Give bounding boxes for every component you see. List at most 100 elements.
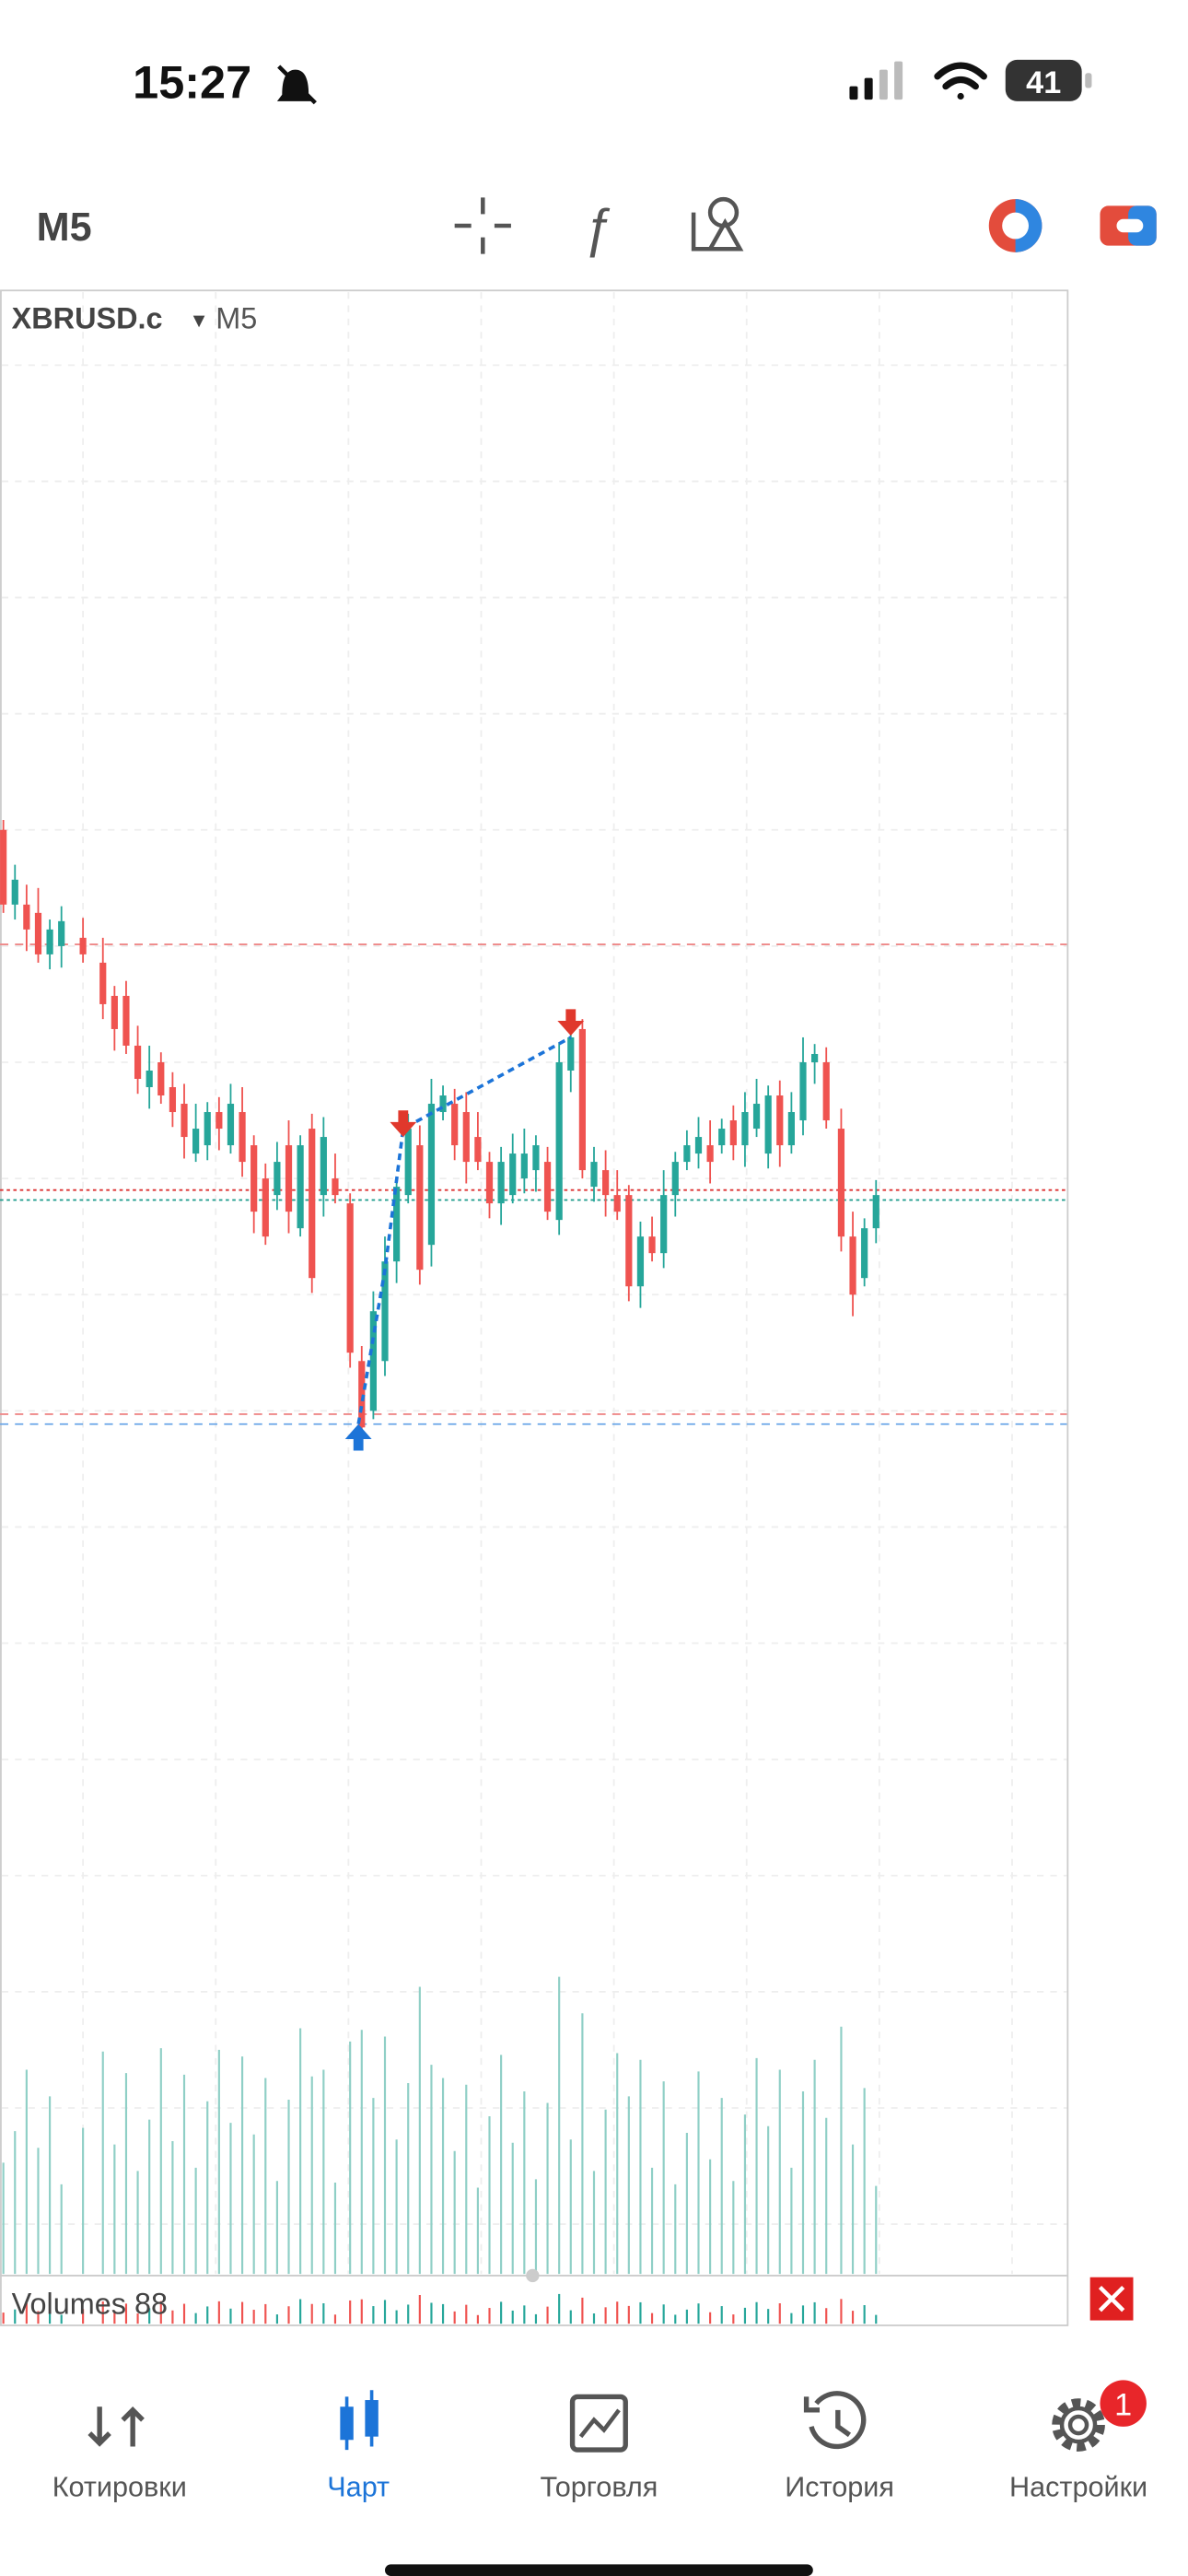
candle-body (439, 1095, 447, 1113)
signal-icon (849, 61, 903, 100)
candle-body (776, 1095, 784, 1146)
candle-body (46, 929, 53, 954)
candle-body (741, 1112, 749, 1146)
candle-body (11, 879, 18, 905)
candle-body (660, 1195, 668, 1254)
candle-body (34, 912, 42, 954)
candle-body (320, 1137, 327, 1196)
divider-handle[interactable] (526, 2268, 540, 2283)
candle-body (706, 1145, 714, 1163)
candle-body (427, 1104, 436, 1246)
candle-body (636, 1236, 645, 1287)
notification-badge (1100, 2380, 1147, 2427)
candle-body (134, 1045, 142, 1080)
tab-label[interactable]: Торговля (540, 2472, 658, 2503)
wifi-icon (934, 62, 987, 100)
candle-body (227, 1104, 235, 1146)
candle-body (602, 1170, 610, 1196)
sell-arrow[interactable] (557, 1009, 585, 1036)
candle-body (694, 1137, 703, 1154)
tab-label[interactable]: Настройки (1009, 2472, 1147, 2503)
candle-body (169, 1087, 177, 1113)
candle-body (671, 1162, 679, 1196)
candle-body (332, 1178, 339, 1196)
grid (1, 292, 1067, 2275)
candle-body (122, 995, 130, 1046)
candle-body (285, 1145, 293, 1212)
candle-body (764, 1095, 772, 1154)
battery-cap (1085, 73, 1092, 88)
candle-body (787, 1112, 795, 1146)
candle-body (485, 1162, 494, 1204)
candle-body (497, 1162, 505, 1204)
tab-quotes[interactable]: Котировки (52, 2406, 187, 2503)
candle-body (181, 1104, 188, 1138)
chart-frame[interactable] (0, 289, 1069, 2326)
candle-body (369, 1311, 377, 1411)
account-button[interactable] (1100, 205, 1157, 246)
tab-label[interactable]: Котировки (52, 2472, 187, 2503)
symbol-dropdown-icon[interactable]: ▼ (189, 309, 208, 332)
candle-body (837, 1129, 845, 1237)
candle-body (752, 1104, 761, 1130)
candle-body (215, 1112, 223, 1130)
candle-body (799, 1061, 807, 1121)
candle-body (99, 962, 107, 1004)
candle-body (0, 829, 7, 905)
candle-body (416, 1145, 424, 1270)
status-time: 15:27 (133, 55, 251, 108)
candle-body (262, 1178, 269, 1237)
candle-body (849, 1236, 856, 1295)
candle-body (239, 1112, 246, 1163)
tab-label[interactable]: История (785, 2472, 894, 2503)
candle-body (872, 1195, 879, 1229)
candle-body (729, 1120, 737, 1146)
candle-body (146, 1070, 153, 1088)
volumes-label: Volumes 88 (12, 2287, 168, 2320)
candle-body (404, 1129, 412, 1196)
battery (1005, 59, 1082, 101)
tab-chart[interactable]: Чарт (327, 2390, 390, 2503)
candle-body (543, 1162, 552, 1212)
candle-body (309, 1129, 316, 1279)
tab-history[interactable]: История (785, 2391, 894, 2503)
chart-symbol[interactable]: XBRUSD.c (12, 302, 163, 335)
candle-body (520, 1153, 528, 1179)
volume-bars (2, 1976, 878, 2324)
badge-count: 1 (1114, 2387, 1132, 2422)
candle-body (381, 1261, 389, 1362)
home-indicator (385, 2564, 813, 2576)
timeframe-button[interactable]: M5 (37, 205, 92, 250)
tab-trade[interactable]: Торговля (540, 2394, 658, 2503)
trade-button[interactable] (988, 199, 1042, 252)
candle-body (509, 1153, 517, 1196)
candle-body (111, 995, 118, 1029)
crosshair-button[interactable] (454, 197, 511, 254)
buy-arrow[interactable] (344, 1423, 372, 1451)
candle-body (811, 1053, 819, 1062)
candle-body (474, 1137, 482, 1163)
candle-body (451, 1104, 459, 1146)
candle-body (157, 1061, 165, 1096)
objects-button[interactable] (691, 196, 744, 252)
candle-body (718, 1129, 726, 1146)
candle-body (346, 1203, 354, 1353)
tab-label[interactable]: Чарт (327, 2472, 390, 2503)
candle-body (192, 1129, 200, 1154)
close-subwindow[interactable] (1089, 2277, 1134, 2321)
candle-body (79, 937, 87, 954)
tab-settings[interactable]: 1 Настройки (1009, 2380, 1147, 2503)
candle-body (625, 1195, 633, 1287)
candle-body (23, 904, 30, 930)
candle-body (204, 1112, 211, 1146)
candle-body (822, 1061, 830, 1121)
candle-body (590, 1162, 598, 1188)
candle-body (462, 1112, 470, 1163)
candle-body (648, 1236, 656, 1254)
indicators-button[interactable]: ƒ (583, 199, 612, 258)
battery-level: 41 (1026, 65, 1061, 100)
sell-arrow[interactable] (390, 1110, 417, 1138)
candle-body (861, 1228, 868, 1279)
candle-body (532, 1145, 540, 1171)
